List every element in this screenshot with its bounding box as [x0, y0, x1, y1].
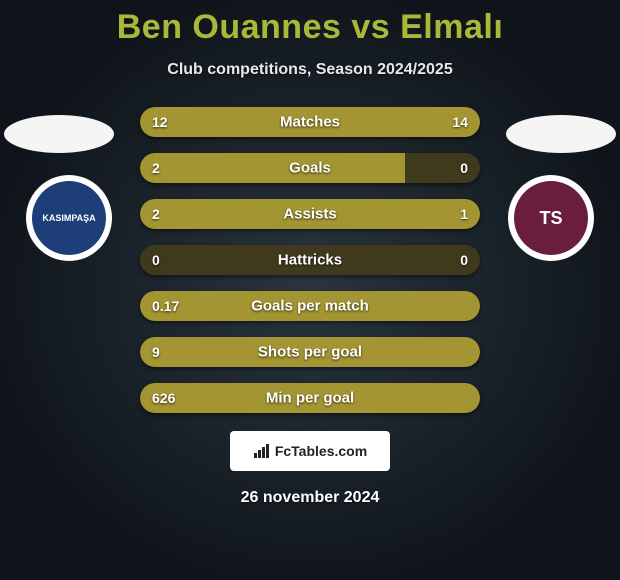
club-badge-left: KASIMPAŞA — [26, 175, 112, 261]
stat-value-left: 0.17 — [152, 298, 179, 314]
stat-value-left: 0 — [152, 252, 160, 268]
stat-value-left: 12 — [152, 114, 168, 130]
club-badge-left-inner: KASIMPAŞA — [32, 181, 106, 255]
stat-value-left: 2 — [152, 160, 160, 176]
stat-value-left: 2 — [152, 206, 160, 222]
stat-value-left: 9 — [152, 344, 160, 360]
stat-label: Hattricks — [278, 252, 342, 269]
stat-bar-fill-left — [140, 153, 405, 183]
player-right-flag — [506, 115, 616, 153]
stat-label: Goals — [289, 160, 331, 177]
club-badge-right-inner: TS — [514, 181, 588, 255]
stat-row: Matches 12 14 — [140, 107, 480, 137]
club-badge-left-label: KASIMPAŞA — [42, 213, 95, 223]
club-badge-right-label: TS — [539, 208, 562, 229]
brand-text: FcTables.com — [275, 443, 367, 459]
stat-row: Goals per match 0.17 — [140, 291, 480, 321]
stat-value-right: 14 — [452, 114, 468, 130]
subtitle: Club competitions, Season 2024/2025 — [0, 61, 620, 79]
player-left-flag — [4, 115, 114, 153]
page-title: Ben Ouannes vs Elmalı — [0, 0, 620, 47]
stat-row: Hattricks 0 0 — [140, 245, 480, 275]
chart-icon — [253, 444, 271, 458]
stat-label: Assists — [283, 206, 336, 223]
stat-label: Shots per goal — [258, 344, 362, 361]
stat-row: Shots per goal 9 — [140, 337, 480, 367]
date-text: 26 november 2024 — [0, 489, 620, 507]
stat-value-left: 626 — [152, 390, 175, 406]
stat-label: Matches — [280, 114, 340, 131]
stat-value-right: 0 — [460, 160, 468, 176]
stat-row: Goals 2 0 — [140, 153, 480, 183]
stat-label: Min per goal — [266, 390, 354, 407]
club-badge-right: TS — [508, 175, 594, 261]
brand-logo[interactable]: FcTables.com — [230, 431, 390, 471]
stat-value-right: 1 — [460, 206, 468, 222]
comparison-content: KASIMPAŞA TS Matches 12 14 Goals 2 0 Assists 2 1… — [0, 107, 620, 507]
stat-value-right: 0 — [460, 252, 468, 268]
stat-bars: Matches1214Goals20Assists21Hattricks00Go… — [140, 107, 480, 413]
stat-label: Goals per match — [251, 298, 369, 315]
stat-row: Assists 2 1 — [140, 199, 480, 229]
stat-row: Min per goal 626 — [140, 383, 480, 413]
